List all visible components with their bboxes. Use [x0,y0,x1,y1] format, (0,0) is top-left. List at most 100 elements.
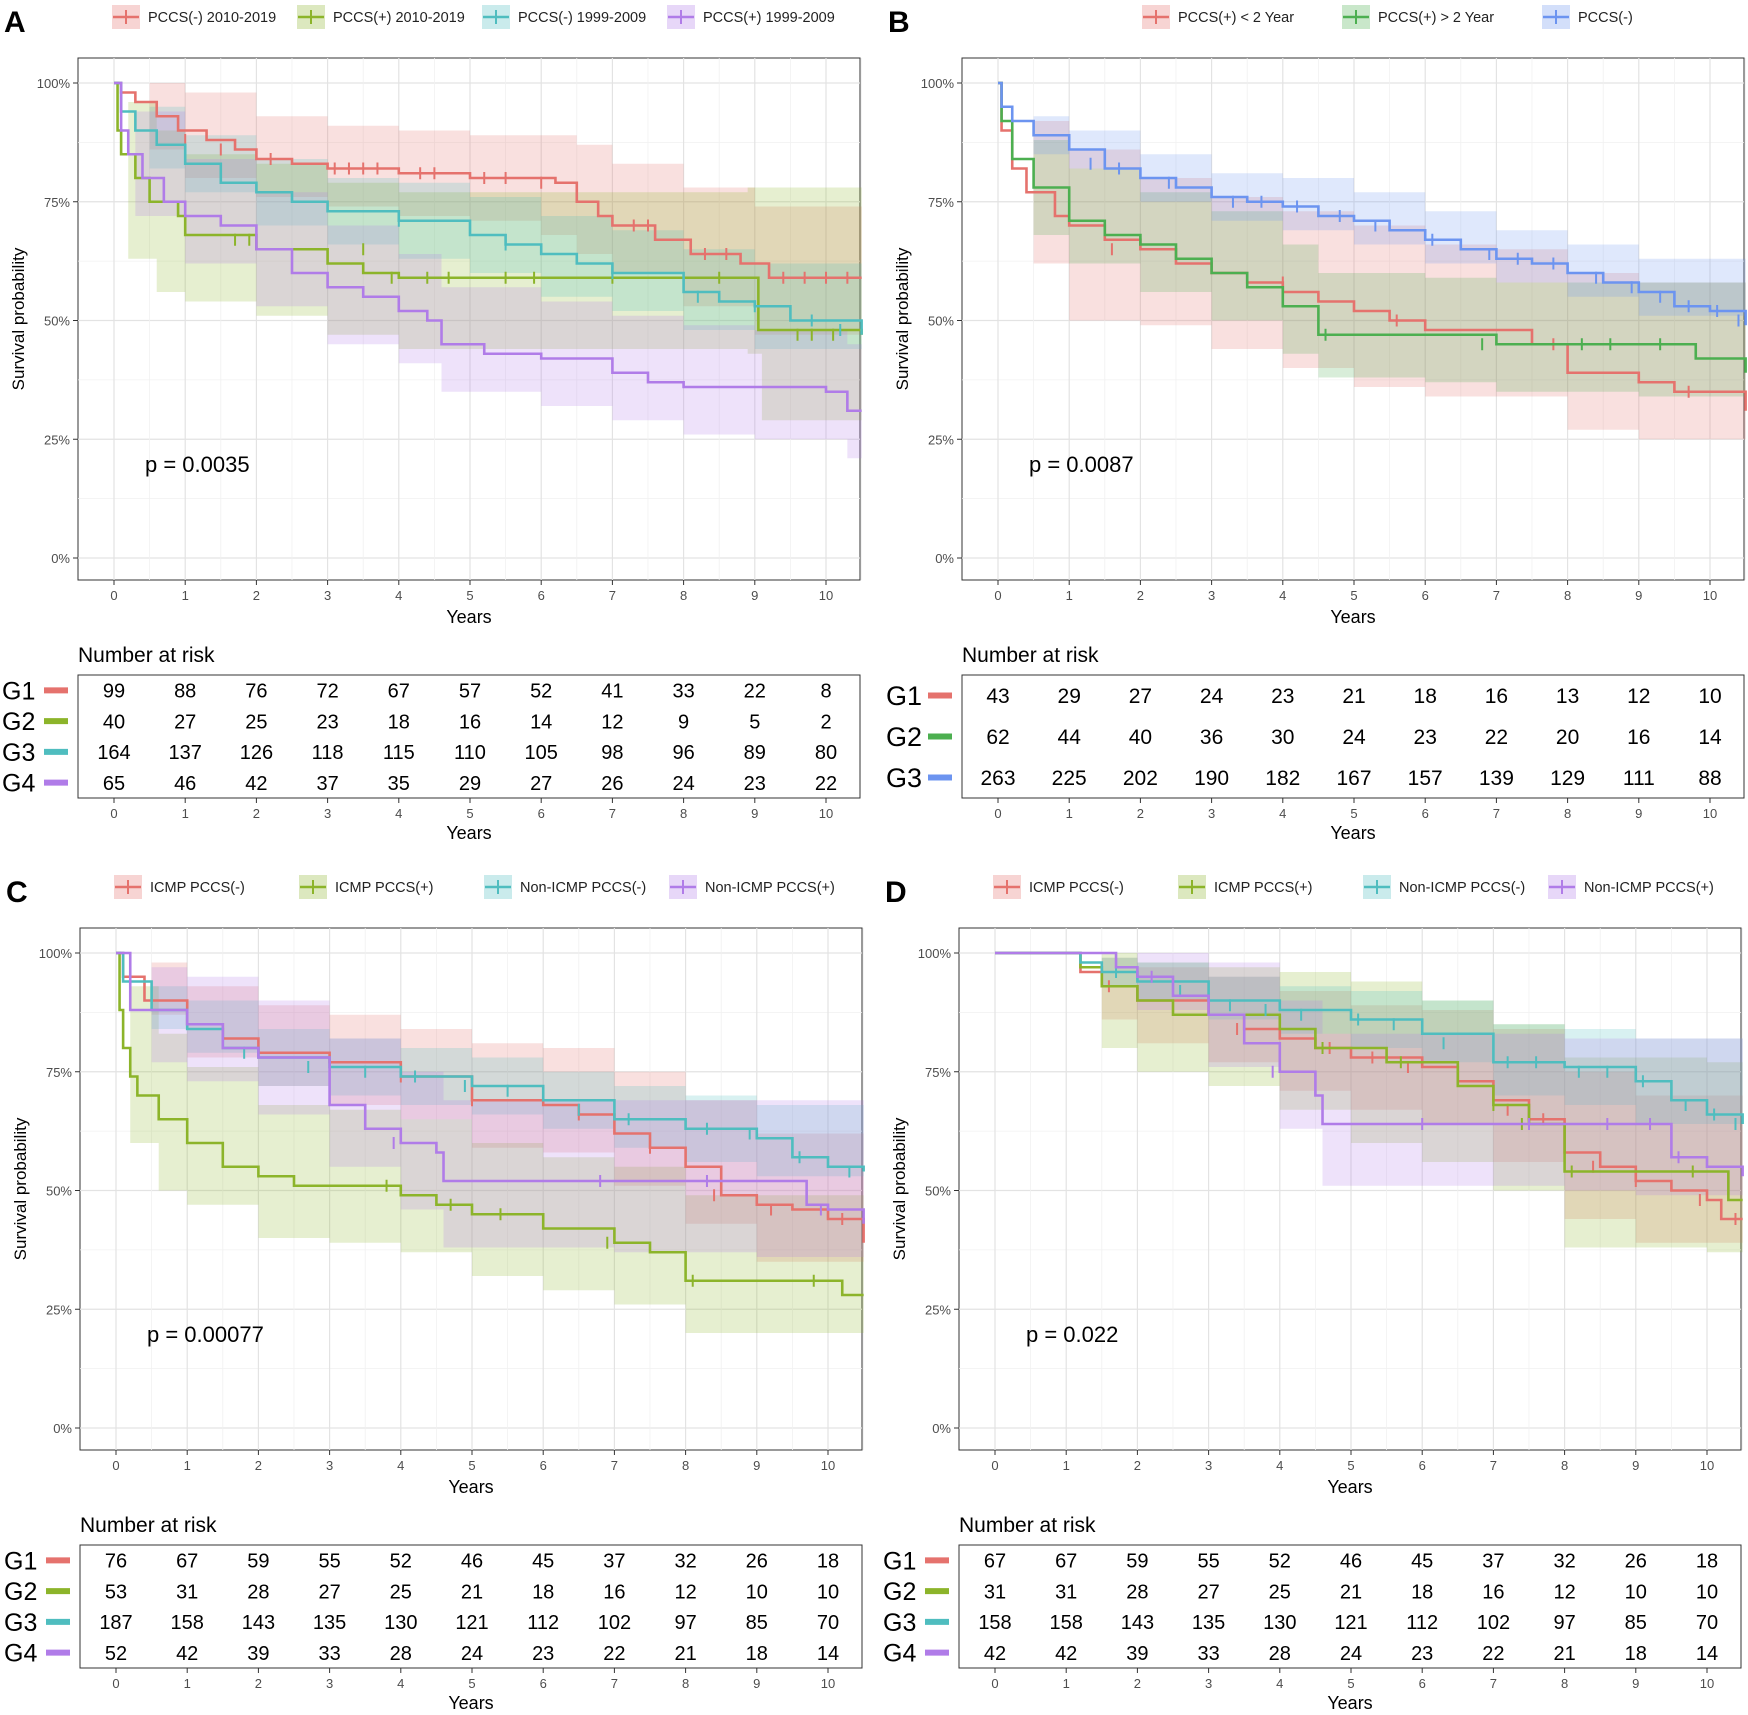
risk-value: 45 [1411,1551,1433,1573]
x-tick-label: 10 [819,588,833,603]
survival-curve [114,81,863,335]
risk-value: 158 [171,1612,204,1634]
risk-value: 67 [984,1551,1006,1573]
risk-group-label: G3 [2,739,35,767]
x-tick-label: 9 [751,588,758,603]
legend-label: PCCS(-) 2010-2019 [148,10,276,26]
risk-value: 29 [1058,685,1081,708]
risk-value: 202 [1123,767,1158,790]
risk-value: 39 [1126,1643,1148,1665]
risk-value: 13 [1556,685,1579,708]
risk-value: 129 [1550,767,1585,790]
risk-value: 41 [601,681,623,703]
risk-value: 12 [1553,1581,1575,1603]
risk-value: 225 [1052,767,1087,790]
risk-value: 12 [601,711,623,733]
gridlines [962,58,1746,580]
legend-label: ICMP PCCS(+) [335,880,433,896]
risk-row: G1 43 29 27 24 23 21 18 16 13 12 10 [886,681,1722,711]
y-tick-label: 0% [932,1421,951,1436]
risk-value: 45 [532,1551,554,1573]
x-tick-label: 0 [991,1458,998,1473]
risk-value: 24 [672,773,694,795]
risk-value: 164 [97,742,130,764]
survival-curve [114,81,863,335]
legend-item: ICMP PCCS(+) [299,875,433,899]
risk-x-tick-label: 2 [253,806,260,821]
x-tick-label: 1 [1066,588,1073,603]
risk-value: 37 [603,1551,625,1573]
risk-value: 65 [103,773,125,795]
survival-curve [998,81,1747,411]
risk-x-axis-label: Years [448,1693,493,1713]
risk-value: 102 [598,1612,631,1634]
legend-item: ICMP PCCS(-) [993,875,1124,899]
legend-item: ICMP PCCS(+) [1178,875,1312,899]
gridlines [80,928,864,1450]
x-tick-label: 9 [1632,1458,1639,1473]
y-tick-label: 0% [53,1421,72,1436]
risk-x-tick-label: 5 [1347,1676,1354,1691]
risk-value: 42 [176,1643,198,1665]
risk-value: 76 [245,681,267,703]
risk-x-tick-label: 10 [1700,1676,1714,1691]
risk-group-swatch [925,1557,949,1564]
risk-group-label: G4 [2,770,35,798]
x-axis-label: Years [1330,607,1375,627]
risk-value: 23 [744,773,766,795]
risk-table-title: Number at risk [962,644,1099,667]
confidence-bands [995,953,1743,1281]
risk-x-tick-label: 1 [1063,1676,1070,1691]
risk-value: 12 [1627,685,1650,708]
y-tick-label: 100% [918,946,952,961]
risk-value: 29 [459,773,481,795]
risk-table-title: Number at risk [80,1514,217,1537]
risk-value: 27 [530,773,552,795]
risk-value: 16 [1627,726,1650,749]
x-tick-label: 5 [466,588,473,603]
risk-value: 70 [817,1612,839,1634]
risk-value: 20 [1556,726,1579,749]
y-tick-label: 50% [44,314,70,329]
risk-value: 30 [1271,726,1294,749]
risk-x-tick-label: 8 [680,806,687,821]
survival-curve [114,81,862,280]
risk-value: 53 [105,1581,127,1603]
risk-table-title: Number at risk [959,1514,1096,1537]
risk-value: 31 [176,1581,198,1603]
risk-x-tick-label: 3 [1205,1676,1212,1691]
legend-item: PCCS(+) 2010-2019 [297,5,465,29]
plot-area [961,57,1745,581]
risk-value: 14 [1698,726,1722,749]
risk-value: 55 [1197,1551,1219,1573]
risk-group-label: G2 [4,1578,37,1606]
risk-row: G1 76 67 59 55 52 46 45 37 32 26 18 [4,1547,839,1575]
risk-value: 139 [1479,767,1514,790]
risk-x-tick-label: 4 [1276,1676,1283,1691]
x-tick-label: 6 [540,1458,547,1473]
risk-value: 28 [1126,1581,1148,1603]
y-tick-label: 75% [46,1065,72,1080]
risk-value: 46 [1340,1551,1362,1573]
confidence-band [116,953,864,1295]
risk-x-tick-label: 4 [397,1676,404,1691]
risk-x-tick-label: 9 [753,1676,760,1691]
risk-x-tick-label: 6 [1422,806,1429,821]
risk-row: G3 158 158 143 135 130 121 112 102 97 85 70 [883,1609,1718,1637]
y-axis-label: Survival probability [890,1117,909,1260]
x-tick-label: 9 [1635,588,1642,603]
p-value: p = 0.00077 [147,1322,264,1347]
risk-x-tick-label: 5 [1350,806,1357,821]
survival-curve [995,951,1743,1202]
y-tick-label: 25% [46,1302,72,1317]
risk-value: 18 [388,711,410,733]
risk-row: G2 62 44 40 36 30 24 23 22 20 16 14 [886,722,1722,752]
risk-value: 67 [388,681,410,703]
legend-item: PCCS(-) 1999-2009 [482,5,646,29]
risk-value: 118 [312,742,344,764]
risk-x-tick-label: 4 [1279,806,1286,821]
legend-label: PCCS(+) 2010-2019 [333,10,465,26]
risk-value: 52 [390,1551,412,1573]
panel-letter: C [6,876,28,909]
risk-value: 40 [1129,726,1152,749]
